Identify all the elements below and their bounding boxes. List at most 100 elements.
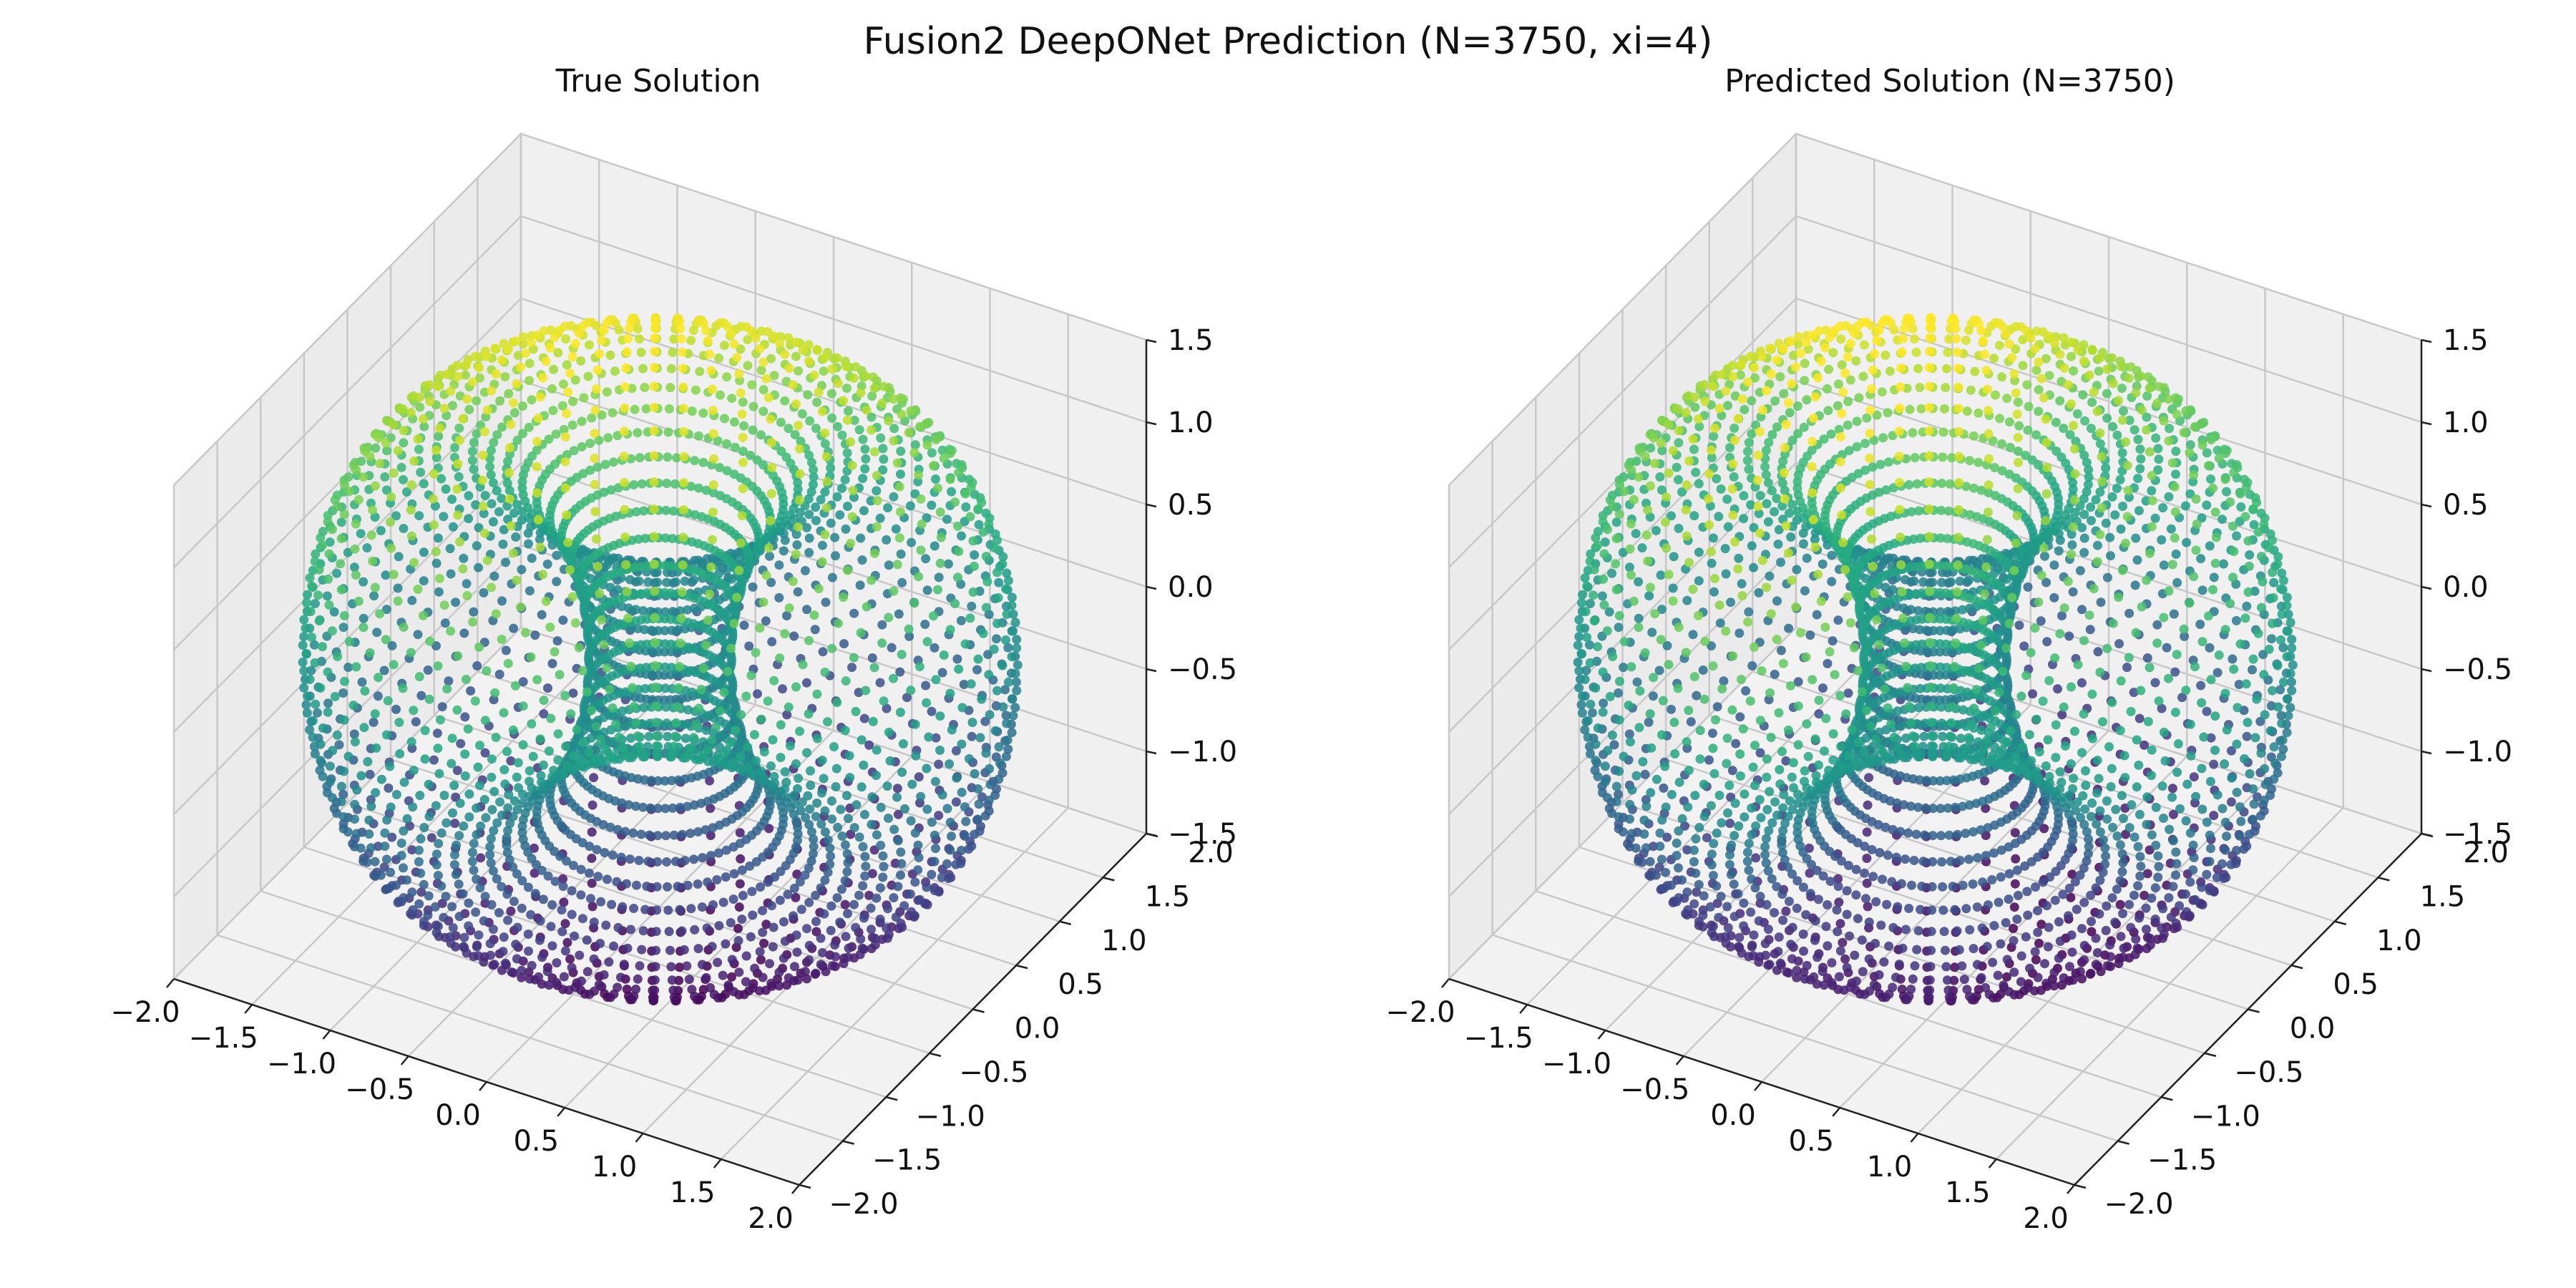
scatter-point [333,502,343,512]
scatter-point [381,485,391,495]
scatter-point [872,771,881,781]
scatter-point [534,972,544,982]
scatter-point [737,914,747,924]
scatter-point [605,822,615,832]
scatter-point [643,577,653,587]
scatter-point [859,713,869,723]
scatter-point [922,585,932,595]
scatter-point [524,539,533,549]
scatter-point [338,812,348,821]
scatter-point [776,720,786,730]
scatter-point [675,962,685,972]
scatter-point [338,623,348,633]
scatter-point [733,936,743,946]
scatter-point [325,537,335,547]
scatter-point [479,426,489,436]
scatter-point [984,519,994,530]
scatter-point [836,484,847,493]
scatter-point [774,967,784,977]
scatter-point [968,587,978,597]
scatter-point [933,585,942,595]
scatter-point [1952,926,1962,936]
scatter-point [368,505,378,515]
scatter-point [631,605,640,615]
scatter-point [298,658,308,667]
scatter-point [2114,639,2124,649]
scatter-point [812,397,822,407]
scatter-point [642,882,652,892]
scatter-point [711,722,721,732]
scatter-point [922,440,932,450]
scatter-point [748,983,758,993]
scatter-point [1709,587,1719,597]
scatter-point [381,570,391,580]
scatter-point [1726,597,1736,608]
scatter-point [2009,902,2019,912]
scatter-point [1763,924,1773,935]
scatter-point [766,438,776,447]
scatter-point [501,645,511,655]
scatter-point [1918,857,1928,867]
scatter-point [382,730,391,740]
scatter-point [555,670,565,680]
scatter-point [841,361,851,371]
scatter-point [301,700,311,710]
scatter-point [841,676,851,686]
scatter-point [1840,954,1850,964]
scatter-point [2079,897,2089,907]
scatter-point [622,587,632,597]
scatter-point [623,613,633,623]
scatter-point [872,486,882,496]
scatter-point [420,754,430,764]
scatter-point [1916,904,1926,914]
scatter-point [613,982,623,992]
x-tick [1832,1107,1841,1117]
scatter-point [464,921,474,931]
scatter-point [393,583,403,593]
scatter-point [1976,972,1986,982]
scatter-point [1908,974,1918,984]
z-tick [2421,421,2432,426]
scatter-point [561,741,571,751]
scatter-point [1576,700,1586,710]
scatter-point [650,346,660,356]
scatter-point [802,924,811,934]
scatter-point [725,738,735,748]
scatter-point [775,653,785,663]
scatter-point [411,717,421,727]
scatter-point [1007,652,1017,662]
scatter-point [384,884,394,894]
scatter-point [380,472,390,482]
scatter-point [879,696,889,706]
scatter-point [1725,819,1735,829]
scatter-point [459,932,469,942]
scatter-point [433,743,443,753]
scatter-point [909,448,919,458]
scatter-point [1776,645,1786,655]
scatter-point [308,716,318,726]
scatter-point [680,856,690,866]
scatter-point [464,789,474,799]
scatter-points [298,313,1023,1006]
scatter-point [747,380,757,390]
scatter-point [788,577,798,586]
scatter-point [862,405,872,415]
scatter-point [980,811,990,821]
scatter-point [775,338,785,348]
x-tick [791,1184,800,1194]
scatter-point [535,734,545,744]
scatter-point [671,718,681,728]
scatter-point [2141,903,2151,913]
scatter-point [605,684,615,694]
scatter-point [935,558,945,568]
scatter-point [1879,957,1889,967]
scatter-point [415,791,425,801]
scatter-point [1943,985,1953,995]
scatter-point [558,874,568,884]
scatter-point [927,817,937,827]
scatter-point [504,790,514,799]
scatter-point [313,590,323,600]
scatter-point [512,869,522,879]
scatter-point [1973,853,1983,863]
scatter-point [892,792,902,802]
